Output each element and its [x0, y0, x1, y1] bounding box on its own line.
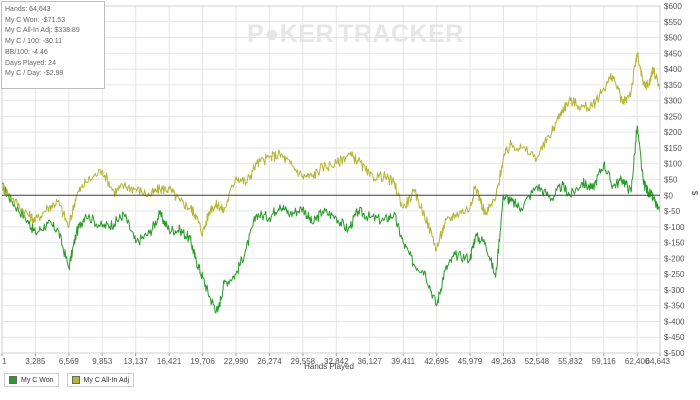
x-tick-label: 13,137: [123, 357, 148, 366]
stat-days-played: Days Played: 24: [5, 59, 56, 67]
y-tick-label: $-200: [664, 254, 685, 263]
x-tick-label: 64,643: [646, 357, 671, 366]
x-tick-label: 59,116: [592, 357, 616, 366]
y-tick-label: $450: [664, 49, 682, 58]
series-lines: [1, 52, 661, 314]
y-axis-title: $: [690, 191, 699, 196]
x-tick-label: 9,853: [92, 357, 113, 366]
y-tick-label: $-100: [664, 223, 685, 232]
x-tick-label: 49,263: [491, 357, 516, 366]
x-tick-label: 1: [2, 357, 7, 366]
x-tick-label: 36,127: [357, 357, 382, 366]
y-tick-label: $-450: [664, 333, 685, 342]
y-tick-label: $100: [664, 160, 682, 169]
y-tick-label: $600: [664, 2, 682, 11]
stat-all-in-adj: My C All-In Adj: $338.89: [5, 27, 80, 35]
y-tick-label: $-50: [664, 207, 681, 216]
pokertracker-watermark: P●KER TRACKER: [247, 20, 464, 48]
x-tick-label: 3,285: [25, 357, 46, 366]
x-tick-label: 29,558: [291, 357, 316, 366]
y-tick-label: $350: [664, 81, 682, 90]
y-tick-label: $500: [664, 34, 682, 43]
stat-won: My C Won: -$71.53: [5, 16, 66, 24]
y-tick-label: $-300: [664, 286, 685, 295]
plot-border: [1, 5, 661, 354]
y-tick-label: $-150: [664, 239, 685, 248]
legend-swatch-all-in-adj: [71, 376, 80, 384]
x-tick-label: 26,274: [257, 357, 282, 366]
y-tick-label: $400: [664, 65, 682, 74]
y-tick-label: $-500: [664, 349, 685, 358]
y-tick-label: $550: [664, 18, 682, 27]
y-tick-label: $-250: [664, 270, 685, 279]
legend-label-won: My C Won: [21, 376, 54, 384]
axes: $600 $550 $500 $450 $400 $350 $300 $250 $200 $150…: [1, 2, 685, 366]
x-tick-label: 62,400: [625, 357, 650, 366]
x-axis-title: Hands Played: [304, 362, 354, 371]
poker-chip-logo: ●: [264, 20, 280, 48]
x-tick-label: 6,569: [59, 357, 80, 366]
x-tick-label: 55,832: [558, 357, 583, 366]
x-tick-label: 42,695: [424, 357, 449, 366]
series-line-my-c-won: [1, 125, 661, 314]
legend-swatch-won: [9, 376, 17, 384]
legend-item-won[interactable]: My C Won: [4, 373, 59, 387]
y-tick-label: $-350: [664, 302, 685, 311]
x-tick-label: 39,411: [391, 357, 415, 366]
series-line-my-c-all-in-adj: [1, 52, 661, 252]
y-tick-label: $150: [664, 144, 682, 153]
stat-per-100: My C / 100: -$0.11: [5, 38, 63, 46]
stat-bb-100: BB/100: -4.46: [5, 48, 48, 56]
y-tick-label: $0: [664, 191, 673, 200]
x-tick-label: 22,990: [224, 357, 249, 366]
chart-legend: My C Won My C All-In Adj: [0, 371, 135, 389]
x-tick-label: 32,842: [324, 357, 349, 366]
y-tick-label: $250: [664, 112, 682, 121]
legend-label-all-in-adj: My C All-In Adj: [83, 376, 130, 384]
x-tick-label: 16,421: [157, 357, 182, 366]
stat-hands: Hands: 64,643: [5, 6, 51, 13]
y-tick-label: $200: [664, 128, 682, 137]
legend-item-all-in-adj[interactable]: My C All-In Adj: [66, 373, 135, 387]
y-tick-label: $50: [664, 176, 678, 185]
y-tick-label: $300: [664, 97, 682, 106]
y-tick-label: $-400: [664, 317, 685, 326]
stat-per-day: My C / Day: -$2.98: [5, 70, 64, 78]
x-tick-label: 19,706: [190, 357, 215, 366]
x-tick-label: 52,548: [525, 357, 550, 366]
stats-box: Hands: 64,643 My C Won: -$71.53 My C All…: [1, 1, 105, 89]
x-tick-label: 45,979: [458, 357, 483, 366]
